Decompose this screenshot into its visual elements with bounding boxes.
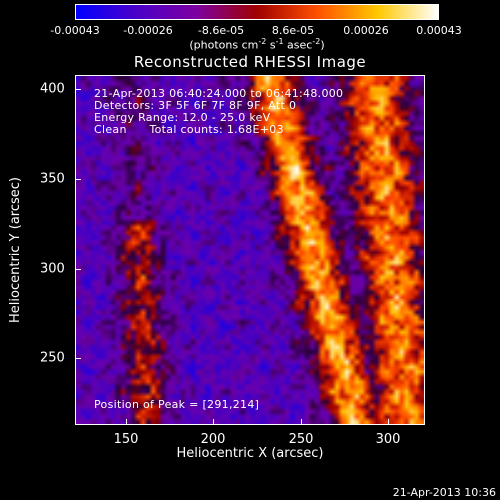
y-tick-label: 350 <box>40 171 65 187</box>
y-axis-label: Heliocentric Y (arcsec) <box>8 177 23 323</box>
colorbar-tick: 0.00026 <box>343 24 389 37</box>
x-tick-mark <box>213 419 214 425</box>
info-peak-position: Position of Peak = [291,214] <box>94 398 260 411</box>
y-tick-label: 300 <box>40 261 65 277</box>
colorbar <box>75 4 439 20</box>
colorbar-units: (photons cm-2 s-1 asec-2) <box>189 37 325 52</box>
colorbar-tick: -8.6e-05 <box>197 24 245 37</box>
info-energy-range: Energy Range: 12.0 - 25.0 keV <box>94 111 271 124</box>
image-title: Reconstructed RHESSI Image <box>133 53 367 71</box>
info-total-counts: Clean Total counts: 1.68E+03 <box>94 123 284 136</box>
info-detectors: Detectors: 3F 5F 6F 7F 8F 9F, Att 0 <box>94 99 297 112</box>
rhessi-heatmap <box>76 76 424 424</box>
colorbar-tick: -0.00026 <box>123 24 173 37</box>
rhessi-image-plot[interactable] <box>75 75 425 425</box>
info-time-range: 21-Apr-2013 06:40:24.000 to 06:41:48.000 <box>94 87 344 100</box>
x-tick-label: 150 <box>113 432 139 447</box>
x-tick-mark <box>126 419 127 425</box>
x-axis-label: Heliocentric X (arcsec) <box>176 446 324 461</box>
colorbar-tick: 8.6e-05 <box>271 24 315 37</box>
y-tick-mark <box>75 269 81 270</box>
colorbar-tick: -0.00043 <box>50 24 100 37</box>
y-tick-label: 400 <box>40 81 65 97</box>
plot-timestamp: 21-Apr-2013 10:36 <box>392 486 496 499</box>
y-tick-mark <box>75 89 81 90</box>
y-tick-mark <box>75 179 81 180</box>
x-tick-label: 200 <box>200 432 226 447</box>
y-tick-label: 250 <box>40 350 65 366</box>
x-tick-label: 300 <box>375 432 401 447</box>
x-tick-mark <box>301 419 302 425</box>
x-tick-label: 250 <box>288 432 314 447</box>
y-tick-mark <box>75 358 81 359</box>
colorbar-tick: 0.00043 <box>416 24 462 37</box>
x-tick-mark <box>388 419 389 425</box>
